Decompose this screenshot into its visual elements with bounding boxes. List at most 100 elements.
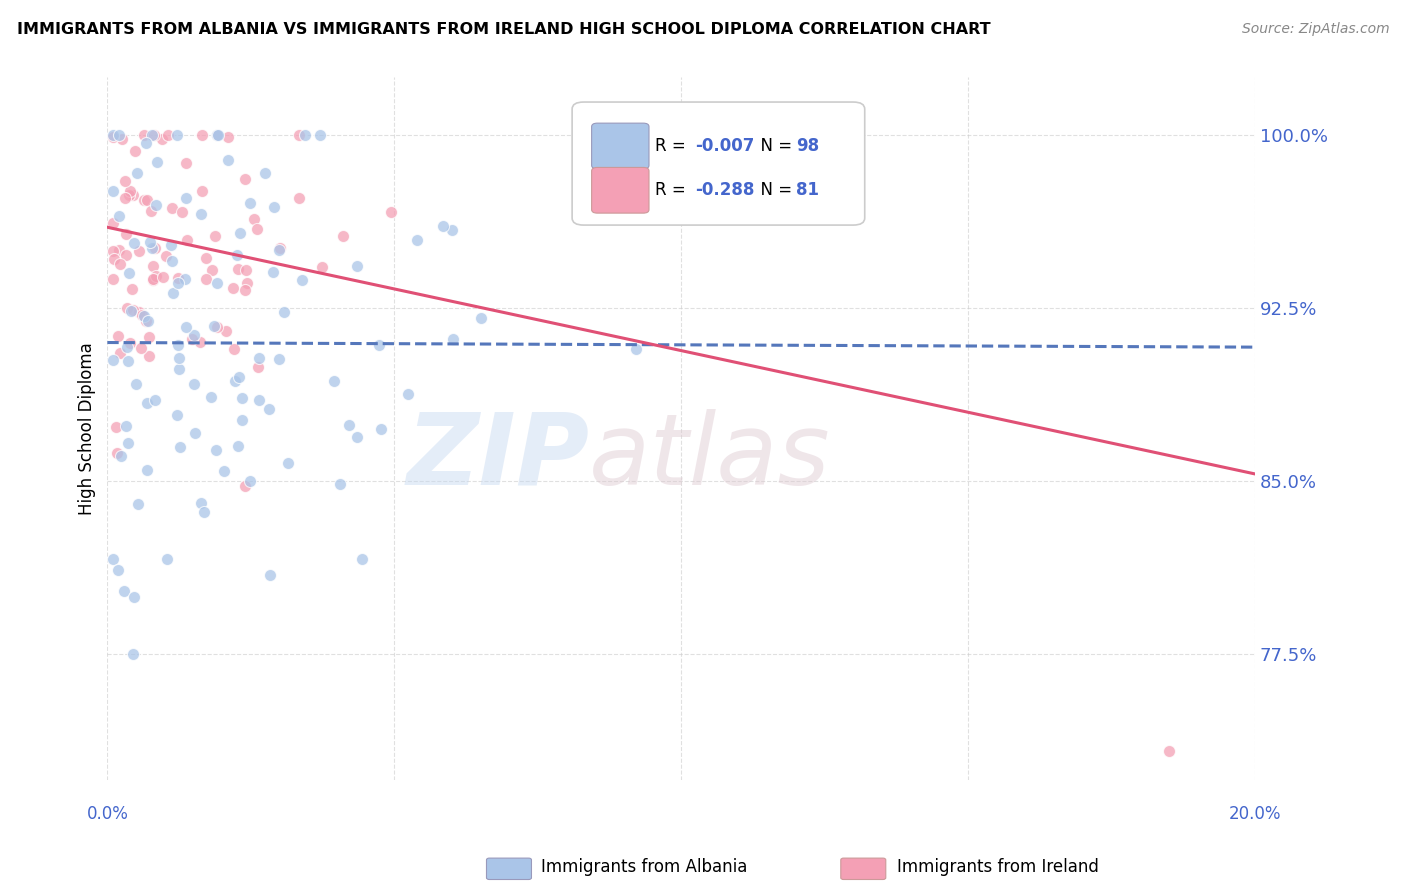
Point: [195, 272, 218, 286]
Point: [193, 505, 215, 519]
Point: [441, 223, 464, 237]
Point: [118, 335, 141, 350]
Point: [173, 272, 195, 286]
Point: [233, 171, 256, 186]
Point: [202, 319, 225, 334]
Point: [183, 328, 205, 343]
Point: [233, 478, 256, 492]
Point: [368, 338, 391, 352]
Point: [269, 241, 291, 255]
Point: [204, 229, 226, 244]
Point: [167, 362, 190, 376]
Text: -0.288: -0.288: [695, 181, 754, 199]
Point: [143, 128, 166, 142]
Point: [174, 191, 197, 205]
Point: [190, 184, 212, 198]
Text: ZIP: ZIP: [406, 409, 589, 506]
Point: [118, 188, 141, 202]
Point: [239, 195, 262, 210]
Point: [120, 304, 142, 318]
Point: [132, 309, 155, 323]
Point: [142, 272, 165, 286]
Point: [174, 320, 197, 334]
Point: [101, 216, 124, 230]
Point: [135, 396, 157, 410]
Point: [142, 259, 165, 273]
Point: [127, 497, 149, 511]
Point: [311, 260, 333, 274]
Point: [115, 227, 138, 241]
Point: [166, 128, 188, 142]
Text: N =: N =: [749, 136, 797, 154]
Point: [115, 301, 138, 315]
Point: [183, 377, 205, 392]
Point: [263, 200, 285, 214]
Point: [225, 248, 247, 262]
Point: [370, 422, 392, 436]
Point: [229, 226, 252, 240]
Point: [267, 243, 290, 257]
Text: 20.0%: 20.0%: [1229, 805, 1281, 823]
Point: [346, 430, 368, 444]
Point: [624, 342, 647, 356]
Point: [191, 128, 214, 142]
Point: [167, 337, 190, 351]
Point: [217, 153, 239, 167]
Point: [228, 369, 250, 384]
Point: [174, 156, 197, 170]
Point: [101, 129, 124, 144]
Point: [125, 377, 148, 392]
Point: [239, 474, 262, 488]
Point: [207, 128, 229, 142]
Point: [122, 647, 145, 661]
Point: [157, 128, 180, 142]
Point: [207, 319, 229, 334]
Point: [138, 235, 160, 249]
Point: [212, 464, 235, 478]
Point: [112, 584, 135, 599]
Point: [117, 354, 139, 368]
Point: [242, 212, 264, 227]
Point: [141, 128, 163, 142]
Point: [169, 440, 191, 454]
FancyBboxPatch shape: [592, 123, 650, 169]
Point: [267, 351, 290, 366]
Point: [277, 456, 299, 470]
Point: [222, 281, 245, 295]
Point: [470, 310, 492, 325]
Point: [146, 154, 169, 169]
Point: [380, 205, 402, 219]
Point: [207, 128, 229, 142]
Point: [288, 128, 311, 142]
Point: [172, 205, 194, 219]
Point: [262, 265, 284, 279]
Point: [108, 346, 131, 360]
Point: [396, 387, 419, 401]
Point: [101, 353, 124, 368]
Point: [226, 439, 249, 453]
Point: [322, 374, 344, 388]
Point: [231, 413, 253, 427]
Point: [259, 567, 281, 582]
FancyBboxPatch shape: [592, 168, 650, 213]
Text: IMMIGRANTS FROM ALBANIA VS IMMIGRANTS FROM IRELAND HIGH SCHOOL DIPLOMA CORRELATI: IMMIGRANTS FROM ALBANIA VS IMMIGRANTS FR…: [17, 22, 990, 37]
Text: R =: R =: [655, 181, 690, 199]
Point: [115, 419, 138, 434]
Point: [176, 234, 198, 248]
Point: [162, 286, 184, 301]
Point: [101, 552, 124, 566]
Point: [101, 244, 124, 259]
Point: [294, 128, 316, 142]
Point: [136, 314, 159, 328]
Text: N =: N =: [749, 181, 797, 199]
Point: [200, 390, 222, 404]
Y-axis label: High School Diploma: High School Diploma: [79, 343, 96, 516]
Point: [184, 425, 207, 440]
Point: [329, 477, 352, 491]
Point: [247, 360, 270, 375]
Point: [190, 495, 212, 509]
Point: [145, 269, 167, 284]
Point: [441, 332, 464, 346]
Text: Immigrants from Albania: Immigrants from Albania: [541, 858, 748, 876]
Point: [1157, 743, 1180, 757]
